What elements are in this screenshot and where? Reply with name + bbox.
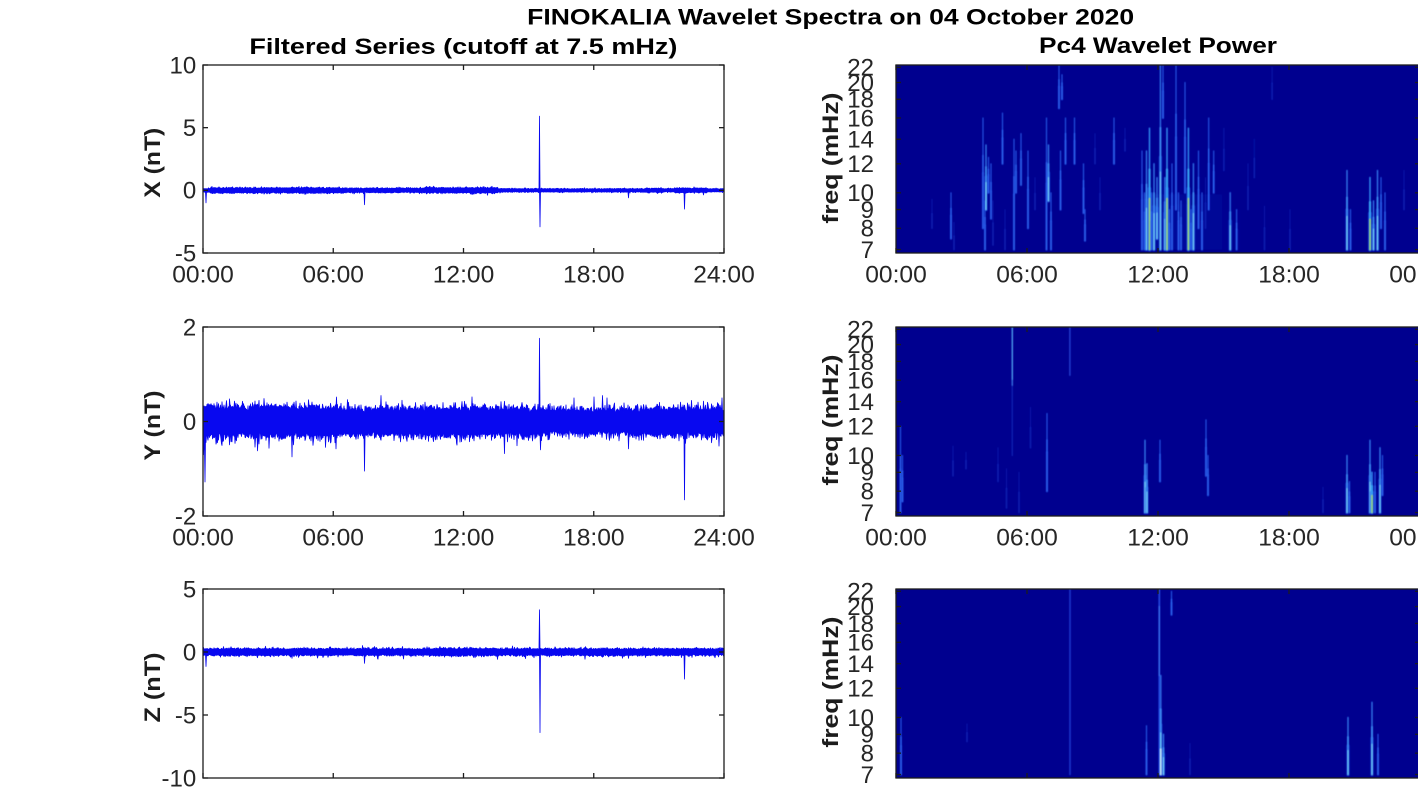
svg-text:18: 18 — [847, 87, 874, 114]
svg-text:Pc4 Wavelet Power: Pc4 Wavelet Power — [1039, 33, 1277, 58]
svg-text:06:00: 06:00 — [996, 524, 1058, 551]
svg-text:14: 14 — [847, 651, 874, 678]
svg-text:FINOKALIA Wavelet Spectra on 0: FINOKALIA Wavelet Spectra on 04 October … — [527, 5, 1134, 30]
svg-text:12:00: 12:00 — [433, 261, 495, 288]
svg-text:20: 20 — [847, 70, 874, 97]
svg-text:16: 16 — [847, 630, 874, 657]
svg-text:18:00: 18:00 — [1258, 261, 1320, 288]
svg-text:18:00: 18:00 — [563, 524, 625, 551]
svg-text:00:00: 00:00 — [865, 524, 927, 551]
svg-text:14: 14 — [847, 127, 874, 154]
svg-text:16: 16 — [847, 368, 874, 395]
svg-text:9: 9 — [861, 460, 874, 487]
svg-text:freq (mHz): freq (mHz) — [818, 355, 843, 486]
svg-text:0: 0 — [183, 178, 196, 205]
svg-text:10: 10 — [847, 705, 874, 732]
svg-text:Y (nT): Y (nT) — [140, 391, 165, 461]
svg-text:06:00: 06:00 — [302, 524, 364, 551]
svg-text:5: 5 — [183, 576, 196, 603]
svg-text:0: 0 — [183, 639, 196, 666]
svg-text:5: 5 — [183, 115, 196, 142]
svg-text:00:00: 00:00 — [172, 524, 234, 551]
svg-text:8: 8 — [861, 741, 874, 768]
svg-text:22: 22 — [847, 317, 874, 344]
svg-text:24:00: 24:00 — [693, 524, 755, 551]
svg-text:10: 10 — [847, 443, 874, 470]
svg-text:freq (mHz): freq (mHz) — [818, 93, 843, 224]
svg-text:10: 10 — [169, 52, 196, 79]
svg-text:9: 9 — [861, 722, 874, 749]
svg-text:9: 9 — [861, 197, 874, 224]
svg-text:18: 18 — [847, 349, 874, 376]
svg-text:22: 22 — [847, 55, 874, 82]
svg-text:06:00: 06:00 — [996, 261, 1058, 288]
svg-text:-10: -10 — [162, 765, 197, 788]
svg-text:20: 20 — [847, 332, 874, 359]
svg-text:12: 12 — [847, 414, 874, 441]
svg-text:00:00: 00:00 — [1389, 261, 1418, 288]
svg-text:7: 7 — [861, 762, 874, 788]
svg-text:20: 20 — [847, 594, 874, 621]
svg-text:14: 14 — [847, 389, 874, 416]
svg-text:18:00: 18:00 — [563, 261, 625, 288]
svg-text:-2: -2 — [175, 503, 196, 530]
svg-text:8: 8 — [861, 216, 874, 243]
svg-text:0: 0 — [183, 409, 196, 436]
svg-text:X (nT): X (nT) — [140, 128, 165, 198]
svg-text:18: 18 — [847, 611, 874, 638]
svg-text:06:00: 06:00 — [302, 261, 364, 288]
svg-text:freq (mHz): freq (mHz) — [818, 617, 843, 748]
svg-text:12:00: 12:00 — [1127, 524, 1189, 551]
svg-text:12: 12 — [847, 676, 874, 703]
svg-text:24:00: 24:00 — [693, 261, 755, 288]
svg-text:00:00: 00:00 — [865, 261, 927, 288]
svg-text:12:00: 12:00 — [433, 524, 495, 551]
svg-text:2: 2 — [183, 314, 196, 341]
svg-text:8: 8 — [861, 479, 874, 506]
svg-text:-5: -5 — [175, 240, 196, 267]
svg-text:Z (nT): Z (nT) — [140, 653, 165, 723]
svg-text:00:00: 00:00 — [172, 261, 234, 288]
svg-text:7: 7 — [861, 500, 874, 527]
svg-text:-5: -5 — [175, 702, 196, 729]
svg-text:Filtered Series (cutoff at 7.5: Filtered Series (cutoff at 7.5 mHz) — [249, 34, 677, 59]
svg-text:12: 12 — [847, 151, 874, 178]
svg-text:7: 7 — [861, 237, 874, 264]
svg-text:22: 22 — [847, 579, 874, 606]
svg-text:16: 16 — [847, 105, 874, 132]
svg-text:00:00: 00:00 — [1389, 524, 1418, 551]
svg-text:18:00: 18:00 — [1258, 524, 1320, 551]
svg-text:10: 10 — [847, 180, 874, 207]
svg-text:12:00: 12:00 — [1127, 261, 1189, 288]
